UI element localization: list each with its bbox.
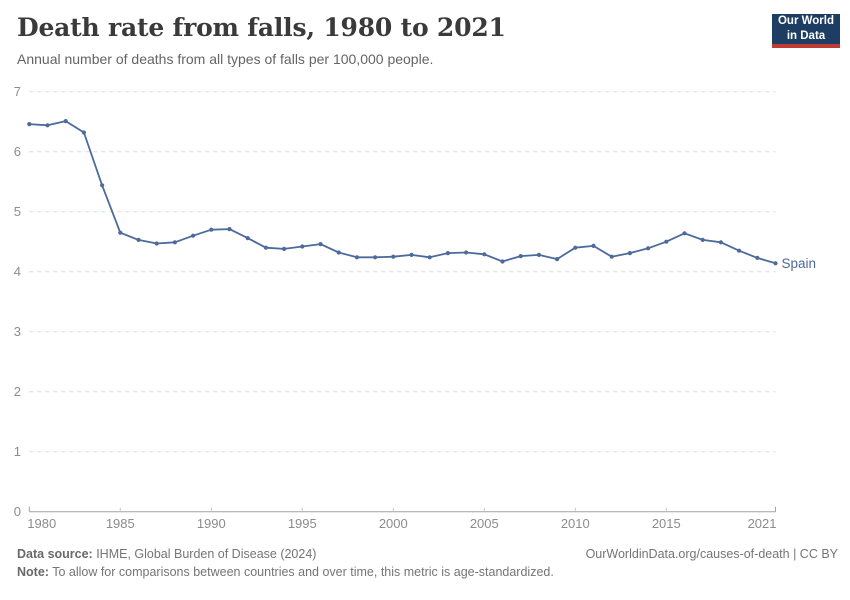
series-line[interactable] (28, 120, 777, 265)
attribution-link[interactable]: OurWorldinData.org/causes-of-death | CC … (585, 547, 838, 561)
data-point[interactable] (573, 245, 578, 250)
data-point[interactable] (27, 122, 32, 127)
data-point[interactable] (682, 231, 687, 236)
x-tick-label: 2005 (470, 516, 499, 531)
data-source-value: IHME, Global Burden of Disease (2024) (92, 547, 317, 561)
x-tick-label: 2000 (379, 516, 408, 531)
chart-title: Death rate from falls, 1980 to 2021 (17, 13, 506, 42)
data-point[interactable] (700, 237, 705, 242)
y-tick-label: 2 (14, 384, 21, 399)
data-point[interactable] (118, 230, 123, 235)
data-point[interactable] (646, 246, 651, 251)
data-point[interactable] (81, 130, 86, 135)
chart-subtitle: Annual number of deaths from all types o… (17, 51, 434, 67)
data-point[interactable] (136, 237, 141, 242)
data-point[interactable] (518, 254, 523, 259)
y-tick-label: 3 (14, 324, 21, 339)
data-point[interactable] (191, 233, 196, 238)
data-point[interactable] (427, 255, 432, 260)
x-tick-label: 1990 (197, 516, 226, 531)
data-point[interactable] (336, 250, 341, 255)
data-source-label: Data source: (17, 547, 93, 561)
x-tick-label: 1995 (288, 516, 317, 531)
data-point[interactable] (373, 255, 378, 260)
owid-logo-line1: Our World (777, 15, 834, 27)
y-tick-label: 0 (14, 504, 21, 519)
entity-label[interactable]: Spain (782, 256, 817, 271)
y-tick-label: 5 (14, 204, 21, 219)
data-point[interactable] (282, 246, 287, 251)
data-point[interactable] (755, 255, 760, 260)
data-point[interactable] (154, 241, 159, 246)
data-point[interactable] (45, 123, 50, 128)
data-point[interactable] (245, 236, 250, 241)
y-tick-label: 1 (14, 444, 21, 459)
x-tick-label: 2010 (561, 516, 590, 531)
data-point[interactable] (172, 240, 177, 245)
x-tick-label: 2015 (652, 516, 681, 531)
note-label: Note: (17, 565, 49, 579)
data-point[interactable] (227, 227, 232, 232)
data-point[interactable] (63, 119, 68, 124)
x-tick-label: 1980 (27, 516, 56, 531)
data-point[interactable] (209, 227, 214, 232)
line-chart-canvas[interactable]: 0 1 2 3 4 5 6 7 1980 1985 1990 1995 2000 2005 2010 2015… (0, 0, 850, 545)
data-point[interactable] (555, 257, 560, 262)
owid-logo[interactable]: Our World in Data (772, 14, 840, 48)
owid-logo-line2: in Data (786, 30, 826, 42)
x-tick-label: 1985 (106, 516, 135, 531)
note-text: Note: To allow for comparisons between c… (17, 565, 554, 579)
data-point[interactable] (318, 242, 323, 247)
data-point[interactable] (627, 251, 633, 256)
data-point[interactable] (391, 254, 396, 259)
data-point[interactable] (500, 259, 505, 264)
data-point[interactable] (718, 240, 724, 245)
data-point[interactable] (609, 254, 614, 259)
data-point[interactable] (354, 255, 359, 260)
data-point[interactable] (409, 252, 414, 257)
data-point[interactable] (536, 252, 542, 257)
y-tick-label: 7 (14, 84, 21, 99)
data-point[interactable] (591, 243, 596, 248)
data-point[interactable] (482, 252, 487, 257)
y-tick-label: 4 (14, 264, 21, 279)
data-point[interactable] (100, 183, 105, 188)
data-point[interactable] (300, 244, 305, 249)
data-point[interactable] (464, 250, 469, 255)
data-point[interactable] (773, 261, 778, 266)
data-point[interactable] (664, 239, 669, 244)
data-point[interactable] (737, 248, 742, 253)
x-tick-label: 2021 (748, 516, 777, 531)
y-tick-label: 6 (14, 144, 21, 159)
note-value: To allow for comparisons between countri… (48, 565, 554, 579)
data-point[interactable] (263, 245, 268, 250)
chart-footer: Data source: IHME, Global Burden of Dise… (17, 547, 838, 579)
data-point[interactable] (445, 251, 450, 256)
data-source-text: Data source: IHME, Global Burden of Dise… (17, 547, 316, 561)
